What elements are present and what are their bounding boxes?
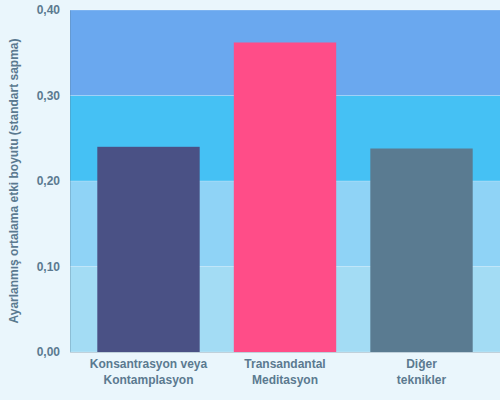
x-tick-label: Diğer teknikler <box>397 357 447 387</box>
y-axis-title: Ayarlanmış ortalama etki boyutu (standar… <box>7 39 21 324</box>
x-tick-label-line: Konsantrasyon veya <box>90 357 208 371</box>
chart: 0,000,100,200,300,40Konsantrasyon veyaKo… <box>0 0 500 400</box>
bar <box>97 147 199 352</box>
y-tick: 0,30 <box>37 89 70 103</box>
y-tick-label: 0,00 <box>37 345 61 359</box>
x-tick-label-line: Meditasyon <box>252 373 318 387</box>
plot: 0,000,100,200,300,40Konsantrasyon veyaKo… <box>37 3 500 387</box>
x-tick-label-line: Diğer <box>406 357 437 371</box>
y-tick-label: 0,40 <box>37 3 61 17</box>
x-tick-label-line: Transandantal <box>244 357 325 371</box>
x-axis: Konsantrasyon veya Kontamplasyon Transanda… <box>71 352 500 387</box>
y-axis: 0,00 0,10 0,20 0,30 0,40 <box>37 3 71 359</box>
y-tick-label: 0,30 <box>37 89 61 103</box>
bar <box>370 149 472 352</box>
x-axis-line <box>71 352 500 353</box>
grid-line <box>70 10 500 11</box>
bars <box>97 42 472 352</box>
grid-lines <box>70 10 500 352</box>
y-tick-label: 0,10 <box>37 260 61 274</box>
y-axis-line <box>70 11 71 353</box>
x-tick-label-line: teknikler <box>397 373 447 387</box>
y-tick: 0,20 <box>37 174 70 188</box>
bar <box>234 42 336 352</box>
y-tick: 0,10 <box>37 260 70 274</box>
x-tick: Transandantal Meditasyon <box>244 352 325 387</box>
x-tick: Konsantrasyon veya Kontamplasyon <box>90 352 208 387</box>
y-tick-label: 0,20 <box>37 174 61 188</box>
x-tick-label: Konsantrasyon veya Kontamplasyon <box>90 357 208 387</box>
y-tick: 0,40 <box>37 3 70 17</box>
x-tick: Diğer teknikler <box>397 352 447 387</box>
grid-bands <box>70 10 500 352</box>
x-tick-label: Transandantal Meditasyon <box>244 357 325 387</box>
x-tick-label-line: Kontamplasyon <box>103 373 193 387</box>
y-tick: 0,00 <box>37 345 70 359</box>
